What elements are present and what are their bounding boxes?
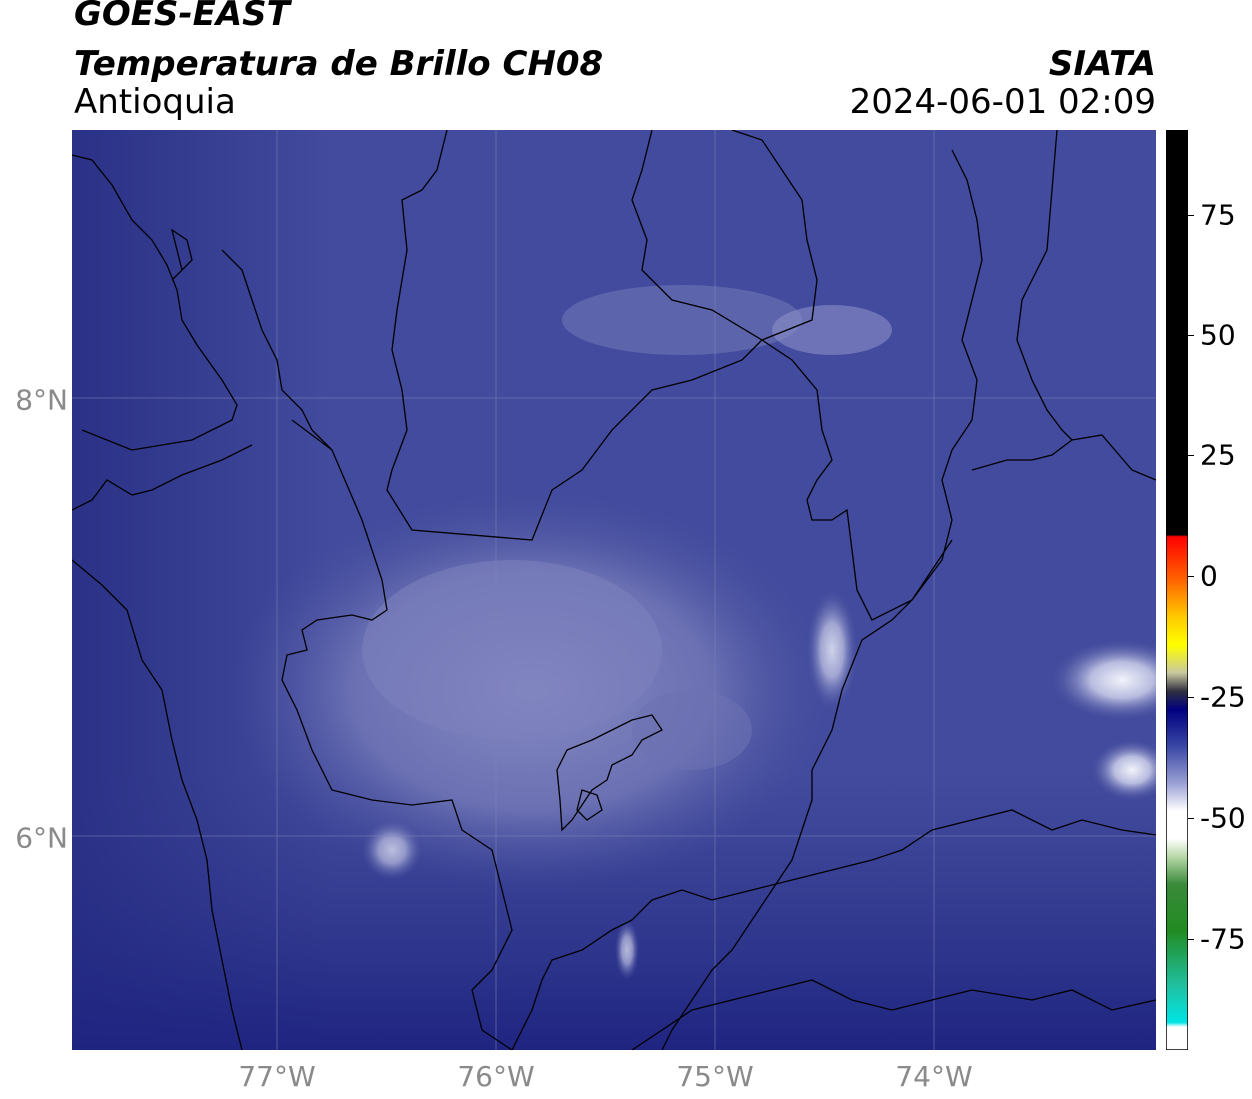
cb-label-neg25: -25	[1200, 680, 1246, 714]
cb-label-50: 50	[1200, 318, 1236, 352]
central-east-cloud	[632, 690, 752, 770]
north-cloud-patch	[772, 305, 892, 355]
south-cloud	[615, 920, 639, 980]
region-title: Antioquia	[74, 82, 236, 122]
east-bright-cloud-2	[1092, 740, 1156, 800]
lon-label-76w: 76°W	[457, 1060, 535, 1093]
lat-label-6n: 6°N	[15, 821, 68, 855]
agency-label: SIATA	[1048, 44, 1156, 84]
cb-tick-neg25	[1188, 697, 1194, 698]
satellite-title: GOES-EAST	[74, 0, 290, 34]
southwest-cloud	[362, 820, 422, 880]
timestamp-label: 2024-06-01 02:09	[849, 82, 1156, 122]
lon-label-74w: 74°W	[895, 1060, 973, 1093]
borders	[72, 130, 1156, 1050]
cb-label-25: 25	[1200, 438, 1236, 472]
cb-label-75: 75	[1200, 198, 1236, 232]
cb-label-0: 0	[1200, 559, 1218, 593]
cb-tick-neg75	[1188, 939, 1194, 940]
cb-tick-neg50	[1188, 818, 1194, 819]
cb-tick-50	[1188, 335, 1194, 336]
central-cloud-core	[362, 560, 662, 740]
lat-label-8n: 8°N	[15, 383, 68, 417]
product-title: Temperatura de Brillo CH08	[74, 44, 604, 84]
mid-east-cloud	[807, 590, 857, 710]
lon-label-75w: 75°W	[676, 1060, 754, 1093]
cb-label-neg75: -75	[1200, 922, 1246, 956]
cb-label-neg50: -50	[1200, 801, 1246, 835]
colorbar	[1166, 130, 1188, 1050]
east-bright-cloud	[1052, 640, 1156, 720]
satellite-map[interactable]	[72, 130, 1156, 1050]
cb-tick-25	[1188, 455, 1194, 456]
lon-label-77w: 77°W	[238, 1060, 316, 1093]
cb-tick-75	[1188, 215, 1194, 216]
cb-tick-0	[1188, 576, 1194, 577]
north-cloud-band	[562, 285, 802, 355]
